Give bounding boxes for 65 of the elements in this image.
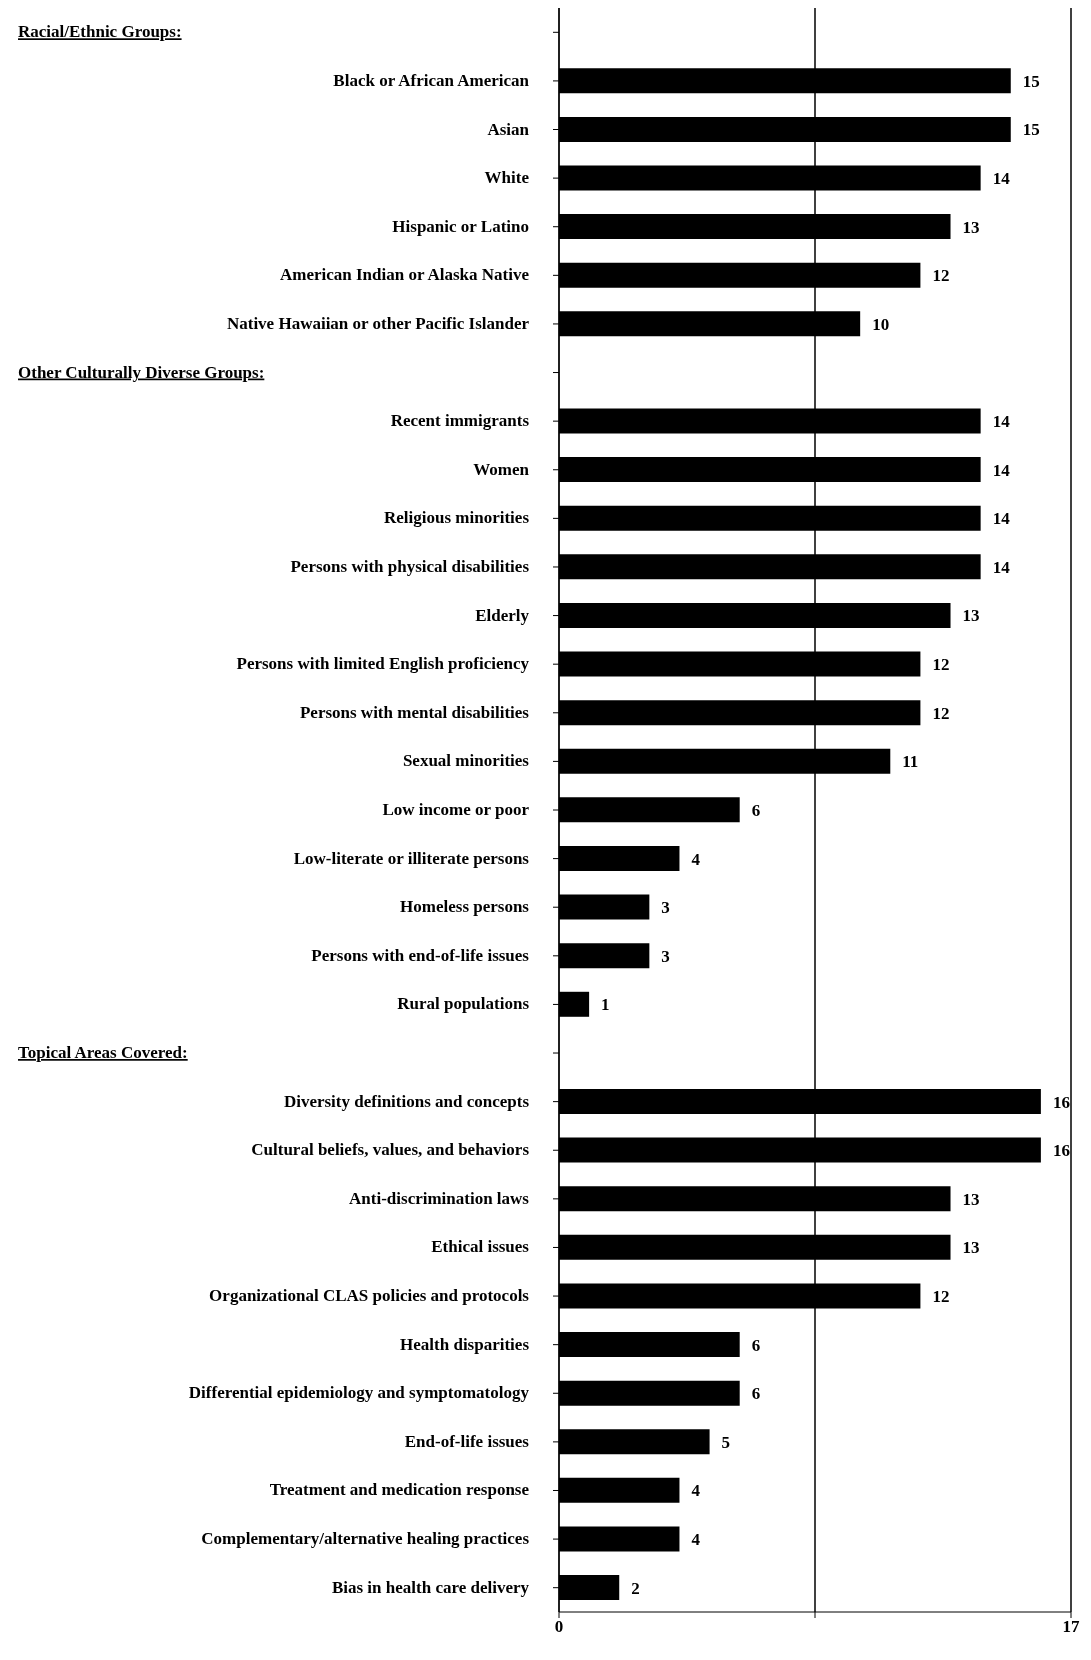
text: Topical Areas Covered: — [18, 1043, 188, 1063]
y-tick-label: Low income or poor — [382, 800, 530, 819]
data-label: 15 — [1022, 71, 1040, 91]
data-label: 14 — [992, 460, 1011, 480]
data-label: 13 — [962, 606, 980, 626]
data-label: 14 — [992, 509, 1011, 529]
y-tick-label: Diversity definitions and concepts — [283, 1091, 530, 1111]
y-tick-label: Ethical issues — [431, 1237, 530, 1257]
y-tick-label: Native Hawaiian or other Pacific Islander — [226, 313, 530, 333]
data-label: 14 — [992, 412, 1011, 432]
data-label: 12 — [932, 1286, 950, 1306]
data-label: 5 — [721, 1432, 731, 1452]
y-tick-label: Women — [473, 459, 530, 479]
data-label: 4 — [691, 1481, 701, 1501]
y-tick-label: Religious minorities — [384, 508, 530, 528]
data-label: 14 — [992, 557, 1011, 577]
data-label: 4 — [691, 1529, 701, 1549]
data-label: 15 — [1022, 120, 1040, 140]
y-tick-label: Cultural beliefs, values, and behaviors — [251, 1140, 530, 1160]
y-tick-label: End-of-life issues — [404, 1431, 530, 1451]
y-tick-label: Complementary/alternative healing practices — [201, 1529, 530, 1549]
y-tick-label: Health disparities — [400, 1334, 530, 1354]
data-label: 6 — [751, 800, 761, 820]
data-label: 12 — [932, 703, 950, 723]
data-label: 16 — [1052, 1141, 1070, 1161]
data-label: 12 — [932, 655, 950, 675]
y-tick-label: Persons with end-of-life issues — [311, 945, 530, 965]
y-tick-label: Differential epidemiology and symptomatology — [188, 1383, 530, 1403]
y-tick-label: White — [484, 168, 530, 188]
data-label: 3 — [661, 946, 670, 966]
data-label: 6 — [751, 1335, 761, 1355]
y-tick-label: Low-literate or illiterate persons — [293, 848, 530, 868]
text: Racial/Ethnic Groups: — [18, 22, 182, 42]
y-tick-label: Sexual minorities — [402, 751, 530, 771]
data-label: 16 — [1052, 1092, 1070, 1112]
y-tick-label: Asian — [487, 119, 530, 139]
y-tick-label: Black or African American — [333, 70, 530, 90]
data-label: 4 — [691, 849, 701, 869]
text: Other Culturally Diverse Groups: — [18, 362, 265, 382]
y-tick-label: Organizational CLAS policies and protocols — [209, 1286, 530, 1306]
data-label: 13 — [962, 1238, 980, 1258]
data-label: 12 — [932, 266, 950, 286]
x-tick-label: 17 — [1062, 1617, 1080, 1637]
data-label: 10 — [872, 314, 890, 334]
y-tick-label: Elderly — [475, 605, 530, 625]
data-label: 13 — [962, 217, 980, 237]
y-tick-label: Hispanic or Latino — [392, 216, 529, 236]
y-tick-label: Treatment and medication response — [269, 1480, 530, 1500]
data-label: 6 — [751, 1384, 761, 1404]
y-tick-label: Persons with physical disabilities — [290, 556, 530, 576]
y-tick-label: Recent immigrants — [390, 411, 530, 431]
data-label: 14 — [992, 169, 1011, 189]
y-tick-label: American Indian or Alaska Native — [279, 265, 530, 285]
data-label: 1 — [601, 995, 610, 1015]
y-tick-label: Bias in health care delivery — [331, 1577, 530, 1597]
data-label: 2 — [631, 1578, 640, 1598]
data-label: 3 — [661, 898, 670, 918]
y-tick-label: Homeless persons — [400, 897, 530, 917]
y-tick-label: Rural populations — [397, 994, 530, 1014]
y-tick-label: Anti-discrimination laws — [349, 1188, 530, 1208]
data-label: 13 — [962, 1189, 980, 1209]
y-tick-label: Persons with mental disabilities — [299, 702, 530, 722]
x-tick-label: 0 — [554, 1617, 564, 1637]
y-tick-label: Persons with limited English proficiency — [236, 654, 530, 674]
data-label: 11 — [902, 752, 919, 772]
